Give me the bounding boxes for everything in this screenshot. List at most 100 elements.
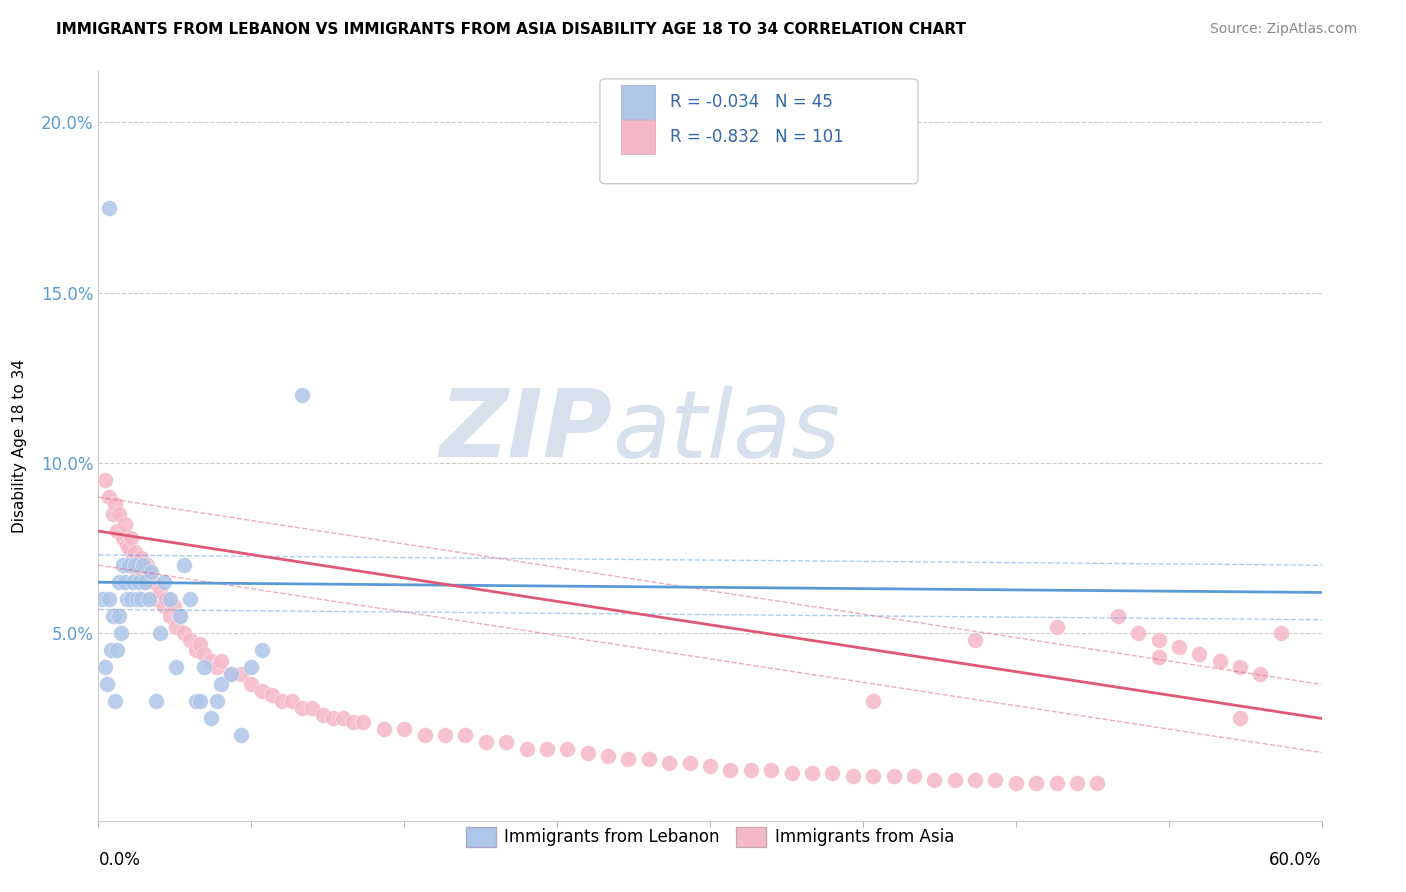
Legend: Immigrants from Lebanon, Immigrants from Asia: Immigrants from Lebanon, Immigrants from… [460,820,960,854]
Point [111,531,134,545]
Point [291,388,314,402]
Point [110,626,132,640]
Point [108,507,131,521]
Point [115,538,138,552]
Point [100,643,122,657]
Point [129,592,152,607]
Point [145,694,167,708]
Point [205,660,228,674]
Point [240,660,263,674]
Point [231,667,253,681]
Point [883,769,905,783]
Point [598,748,620,763]
Point [231,729,253,743]
Point [841,769,863,783]
Point [1147,633,1170,648]
Point [342,714,364,729]
Point [240,677,263,691]
Point [104,497,127,511]
Point [136,558,159,573]
Point [159,592,181,607]
Point [97,201,120,215]
Point [260,688,283,702]
Point [392,722,416,736]
Point [576,746,599,760]
Point [474,735,498,749]
Point [105,524,128,538]
Point [97,592,120,607]
Point [128,558,150,573]
Point [617,752,640,766]
Point [1128,626,1150,640]
FancyBboxPatch shape [620,120,655,153]
Point [129,551,152,566]
Point [193,660,215,674]
Point [740,763,762,777]
Point [145,592,167,607]
Point [155,592,177,607]
Point [322,711,344,725]
Point [169,609,191,624]
Point [152,599,174,613]
Text: 0.0%: 0.0% [98,851,141,869]
Point [219,667,242,681]
Point [105,643,128,657]
Point [173,626,195,640]
Point [141,565,163,579]
Point [1147,650,1170,665]
Point [165,619,187,633]
Text: R = -0.832   N = 101: R = -0.832 N = 101 [669,128,844,146]
Point [1209,654,1232,668]
Point [780,766,803,780]
Point [862,694,884,708]
Point [250,643,273,657]
Point [943,772,966,787]
Point [186,694,208,708]
Point [718,763,742,777]
Point [93,660,115,674]
Text: R = -0.034   N = 45: R = -0.034 N = 45 [669,93,832,111]
Point [173,558,195,573]
Text: atlas: atlas [612,385,841,476]
Point [114,517,136,532]
Text: Source: ZipAtlas.com: Source: ZipAtlas.com [1209,22,1357,37]
Y-axis label: Disability Age 18 to 34: Disability Age 18 to 34 [13,359,27,533]
Text: IMMIGRANTS FROM LEBANON VS IMMIGRANTS FROM ASIA DISABILITY AGE 18 TO 34 CORRELAT: IMMIGRANTS FROM LEBANON VS IMMIGRANTS FR… [56,22,966,37]
Point [179,633,201,648]
Point [132,558,155,573]
Point [312,708,335,723]
Point [1249,667,1271,681]
Point [149,585,172,599]
Point [637,752,661,766]
Point [1045,776,1069,790]
Point [134,575,156,590]
Point [91,592,114,607]
Point [373,722,395,736]
Point [120,531,142,545]
Point [165,660,187,674]
Point [1229,660,1251,674]
Point [1045,619,1069,633]
Point [142,575,165,590]
FancyBboxPatch shape [600,78,918,184]
Point [138,565,160,579]
Point [965,633,987,648]
Point [219,667,242,681]
Point [186,643,208,657]
Point [120,592,142,607]
Point [200,711,222,725]
Point [413,729,436,743]
Point [159,609,181,624]
Point [149,626,172,640]
Point [1188,647,1211,661]
Point [281,694,304,708]
Point [801,766,824,780]
Point [1085,776,1108,790]
Point [679,756,702,770]
Point [205,694,228,708]
Point [922,772,945,787]
Point [270,694,294,708]
Point [101,609,124,624]
Point [115,592,138,607]
Point [163,599,186,613]
